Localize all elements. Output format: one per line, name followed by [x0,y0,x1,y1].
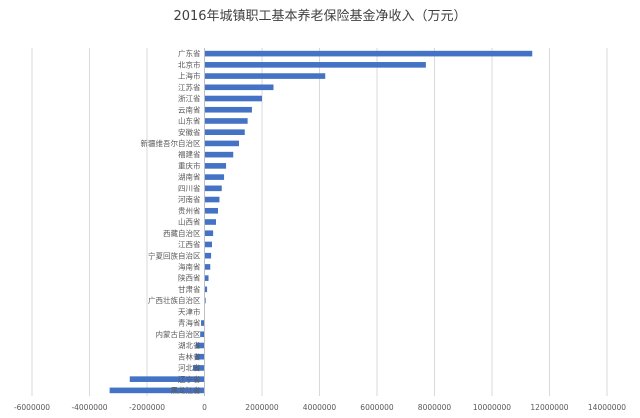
category-label: 湖北省 [178,340,201,350]
category-label: 黑龙江省 [171,385,201,395]
bar [193,365,205,371]
bar [204,185,222,192]
bar [204,129,245,135]
category-label: 浙江省 [178,93,201,103]
category-label: 青海省 [178,318,201,328]
x-tick-label: -4000000 [71,403,107,412]
chart-title: 2016年城镇职工基本养老保险基金净收入（万元） [173,8,466,24]
bars [109,48,533,396]
gridlines [31,48,608,396]
bar [204,219,216,225]
category-label: 宁夏回族自治区 [148,250,201,260]
bar [204,118,248,124]
bar [129,376,205,382]
bar [204,62,426,68]
bar [204,252,212,259]
bar [204,264,211,270]
category-label: 天津市 [178,306,201,316]
bar [200,331,205,338]
category-label: 吉林省 [178,351,201,361]
bar [204,95,262,102]
category-label: 陕西省 [178,273,201,283]
bar [204,174,225,180]
category-label: 内蒙古自治区 [156,329,201,339]
x-tick-label: -6000000 [14,403,50,412]
bar [204,207,219,214]
category-label: 河南省 [178,194,201,204]
category-label: 辽宁省 [178,374,201,384]
x-tick-label: 2000000 [245,403,279,412]
bar [204,140,239,147]
category-label: 福建省 [178,149,201,159]
bar [204,163,227,169]
category-label: 新疆维吾尔自治区 [141,138,201,148]
x-tick-label: 8000000 [418,403,452,412]
bar [195,353,205,360]
bar [204,230,214,237]
bar [201,320,205,326]
bar [204,275,209,281]
category-label: 甘肃省 [178,284,201,294]
category-label: 广东省 [178,48,201,58]
bar [204,151,234,158]
category-label: 湖南省 [178,172,201,182]
category-label: 江苏省 [178,82,201,92]
x-tick-label: 0 [202,403,207,412]
x-tick-label: 10000000 [473,403,511,412]
category-labels: 广东省北京市上海市江苏省浙江省云南省山东省安徽省新疆维吾尔自治区福建省重庆市湖南… [141,48,201,395]
category-label: 广西壮族自治区 [148,295,201,305]
bar [204,297,206,304]
category-label: 四川省 [178,183,201,193]
x-tick-label: -2000000 [129,403,165,412]
category-label: 海南省 [178,262,201,272]
category-label: 安徽省 [178,127,201,137]
bar [204,50,533,57]
bar [195,342,205,349]
x-tick-label: 4000000 [303,403,337,412]
category-label: 贵州省 [178,205,201,215]
bar [204,241,212,248]
category-label: 西藏自治区 [163,228,201,238]
category-label: 云南省 [178,104,201,114]
bar [204,286,208,293]
category-label: 北京市 [178,59,201,69]
category-label: 重庆市 [178,160,201,170]
category-label: 山东省 [178,116,201,126]
x-tick-label: 6000000 [360,403,394,412]
category-label: 河北省 [178,363,201,373]
bar [204,106,252,113]
category-label: 江西省 [178,239,201,249]
x-tick-label: 12000000 [530,403,568,412]
x-tick-labels: -6000000 -4000000 -2000000 0 2000000 4000000 6… [14,403,626,412]
category-label: 山西省 [178,217,201,227]
category-label: 上海市 [178,71,201,81]
bar [109,387,205,394]
x-tick-label: 14000000 [588,403,626,412]
bar [204,196,220,203]
bar [204,84,274,91]
bar [204,73,326,79]
